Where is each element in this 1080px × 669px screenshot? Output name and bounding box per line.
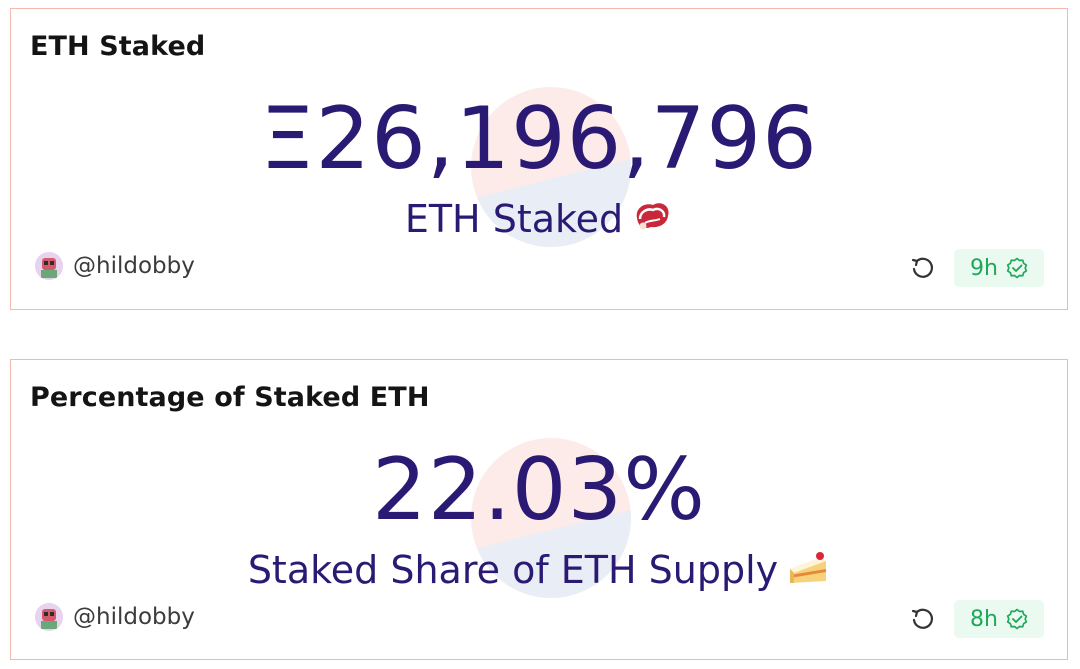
freshness-badge: 9h bbox=[954, 249, 1044, 287]
counter-value: 22.03% bbox=[372, 440, 706, 540]
counter-subtitle-text: Staked Share of ETH Supply bbox=[247, 548, 779, 592]
age-label: 9h bbox=[970, 255, 998, 281]
author-name[interactable]: @hildobby bbox=[73, 253, 195, 279]
counter-subtitle: Staked Share of ETH Supply bbox=[11, 547, 1067, 597]
age-label: 8h bbox=[970, 606, 998, 632]
card-title: ETH Staked bbox=[30, 31, 206, 62]
author-link[interactable]: @hildobby bbox=[35, 603, 195, 631]
freshness-badge: 8h bbox=[954, 600, 1044, 638]
refresh-icon[interactable] bbox=[909, 606, 935, 632]
counter-card-eth-staked: ETH Staked Ξ26,196,796 ETH Staked @hildo… bbox=[10, 8, 1068, 310]
cake-icon bbox=[786, 549, 830, 597]
avatar bbox=[35, 603, 63, 631]
card-title: Percentage of Staked ETH bbox=[30, 382, 430, 413]
counter-subtitle-text: ETH Staked bbox=[404, 197, 624, 241]
steak-icon bbox=[631, 196, 673, 246]
watermark-logo bbox=[471, 438, 631, 598]
author-name[interactable]: @hildobby bbox=[73, 604, 195, 630]
counter-value: Ξ26,196,796 bbox=[260, 89, 818, 189]
watermark-logo bbox=[471, 87, 631, 247]
refresh-icon[interactable] bbox=[909, 255, 935, 281]
counter-card-staked-percentage: Percentage of Staked ETH 22.03% Staked S… bbox=[10, 359, 1068, 660]
verified-check-icon bbox=[1006, 257, 1028, 279]
verified-check-icon bbox=[1006, 608, 1028, 630]
counter-subtitle: ETH Staked bbox=[11, 196, 1067, 246]
author-link[interactable]: @hildobby bbox=[35, 252, 195, 280]
avatar bbox=[35, 252, 63, 280]
